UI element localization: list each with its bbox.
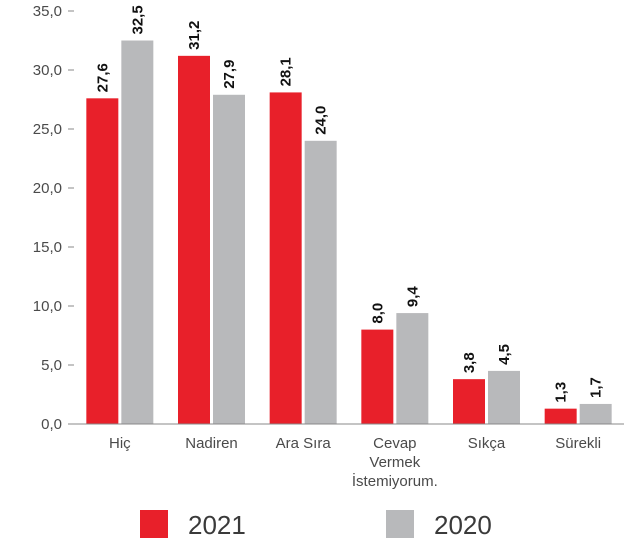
y-tick-label: 10,0 [33, 298, 62, 315]
data-label-2020: 27,9 [221, 60, 238, 89]
x-tick-label-line: Sıkça [468, 435, 506, 452]
data-label-2021: 31,2 [186, 21, 203, 50]
x-tick-label-line: Hiç [109, 435, 131, 452]
y-tick-label: 30,0 [33, 62, 62, 79]
data-label-2021: 27,6 [94, 63, 111, 92]
bar-2020 [121, 40, 154, 424]
y-tick-label: 5,0 [41, 357, 62, 374]
x-tick-label: Sıkça [468, 435, 506, 452]
bar-2021 [544, 408, 577, 424]
bar-2020 [488, 370, 520, 424]
x-tick-label-line: Vermek [369, 454, 420, 471]
data-label-2020: 32,5 [129, 5, 146, 34]
bar-2020 [304, 140, 337, 425]
y-tick-label: 15,0 [33, 239, 62, 256]
y-tick-label: 25,0 [33, 121, 62, 138]
legend-label-2021: 2021 [188, 510, 246, 540]
x-tick-label: Hiç [109, 435, 131, 452]
legend-swatch-2021 [140, 510, 168, 538]
legend-label-2020: 2020 [434, 510, 492, 540]
x-tick-label-line: Sürekli [555, 435, 601, 452]
bar-2020 [579, 403, 612, 424]
bar-2021 [453, 379, 485, 424]
x-tick-label-line: Cevap [373, 435, 416, 452]
legend-swatch-2020 [386, 510, 414, 538]
x-axis: Hiç Nadiren Ara Sıra Cevap Vermek İstemiyorum… [74, 423, 624, 490]
data-label-2021: 28,1 [278, 57, 295, 86]
x-tick-label: Sürekli [555, 435, 601, 452]
data-label-2021: 3,8 [461, 352, 478, 373]
x-tick-label: Ara Sıra [276, 435, 332, 452]
data-label-2021: 8,0 [369, 303, 386, 324]
bar-2021 [178, 55, 210, 425]
y-tick-label: 20,0 [33, 180, 62, 197]
data-label-2020: 24,0 [313, 106, 330, 135]
x-tick-label-line: Ara Sıra [276, 435, 332, 452]
bar-2021 [269, 92, 302, 425]
x-tick-label-line: Nadiren [185, 435, 238, 452]
y-axis: 0,0 5,0 10,0 15,0 20,0 25,0 30,0 35,0 [33, 3, 74, 433]
legend: 2021 2020 [140, 510, 492, 540]
data-label-2020: 4,5 [496, 344, 513, 365]
data-label-2020: 9,4 [404, 286, 421, 308]
data-label-2021: 1,3 [553, 382, 570, 403]
y-tick-label: 0,0 [41, 416, 62, 433]
x-tick-label: Nadiren [185, 435, 238, 452]
bar-2020 [396, 313, 429, 424]
bar-2021 [361, 329, 394, 424]
x-tick-label-line: İstemiyorum. [352, 472, 438, 490]
bars: 27,6 32,5 31,2 27,9 28,1 24,0 8,0 9,4 3,8 4,5 1,3 1… [86, 5, 612, 425]
data-label-2020: 1,7 [588, 377, 605, 398]
bar-2021 [86, 98, 119, 424]
bar-2020 [213, 94, 245, 424]
x-tick-label: Cevap Vermek İstemiyorum. [352, 435, 438, 490]
y-tick-label: 35,0 [33, 3, 62, 20]
